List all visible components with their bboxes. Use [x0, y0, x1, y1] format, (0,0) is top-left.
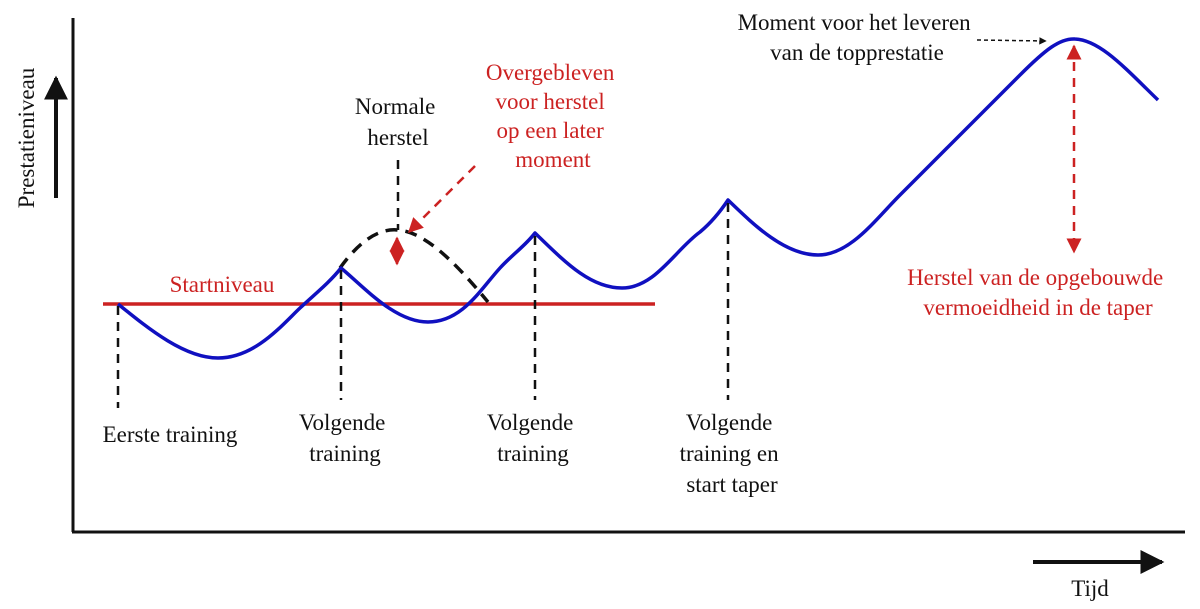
- y-axis-label: Prestatieniveau: [14, 67, 39, 208]
- normal-recovery-label: Normale herstel: [355, 94, 441, 150]
- taper-recovery-line-2: vermoeidheid in de taper: [923, 295, 1153, 320]
- next-training-taper-line-1: Volgende: [686, 410, 772, 435]
- remaining-recovery-label: Overgebleven voor herstel op een later m…: [486, 60, 620, 172]
- normal-recovery-line-2: herstel: [367, 125, 428, 150]
- next-training-1-line-2: training: [309, 441, 381, 466]
- next-training-1-line-1: Volgende: [299, 410, 385, 435]
- taper-recovery-label: Herstel van de opgebouwde vermoeidheid i…: [907, 265, 1169, 320]
- peak-moment-line-2: van de topprestatie: [770, 40, 944, 65]
- normal-recovery-arc: [338, 228, 490, 304]
- next-training-2-label: Volgende training: [487, 410, 579, 466]
- start-level-label: Startniveau: [170, 272, 275, 297]
- peak-moment-label: Moment voor het leveren van de toppresta…: [738, 10, 977, 65]
- next-training-taper-line-2: training en: [680, 441, 779, 466]
- peak-pointer: [976, 37, 1047, 45]
- next-training-2-line-1: Volgende: [487, 410, 573, 435]
- next-training-taper-line-3: start taper: [686, 472, 778, 497]
- x-axis-label: Tijd: [1071, 576, 1109, 601]
- peak-moment-line-1: Moment voor het leveren: [738, 10, 972, 35]
- normal-recovery-line-1: Normale: [355, 94, 435, 119]
- remaining-recovery-pointer: [407, 165, 476, 234]
- taper-recovery-line-1: Herstel van de opgebouwde: [907, 265, 1163, 290]
- next-training-2-line-2: training: [497, 441, 569, 466]
- next-training-1-label: Volgende training: [299, 410, 391, 466]
- remaining-recovery-line-1: Overgebleven: [486, 60, 615, 85]
- next-training-taper-label: Volgende training en start taper: [680, 410, 785, 497]
- remaining-recovery-line-2: voor herstel: [496, 89, 605, 114]
- performance-curve: [116, 37, 1160, 360]
- remaining-recovery-line-4: moment: [515, 147, 591, 172]
- first-training-label: Eerste training: [103, 422, 238, 447]
- remaining-recovery-line-3: op een later: [496, 118, 604, 143]
